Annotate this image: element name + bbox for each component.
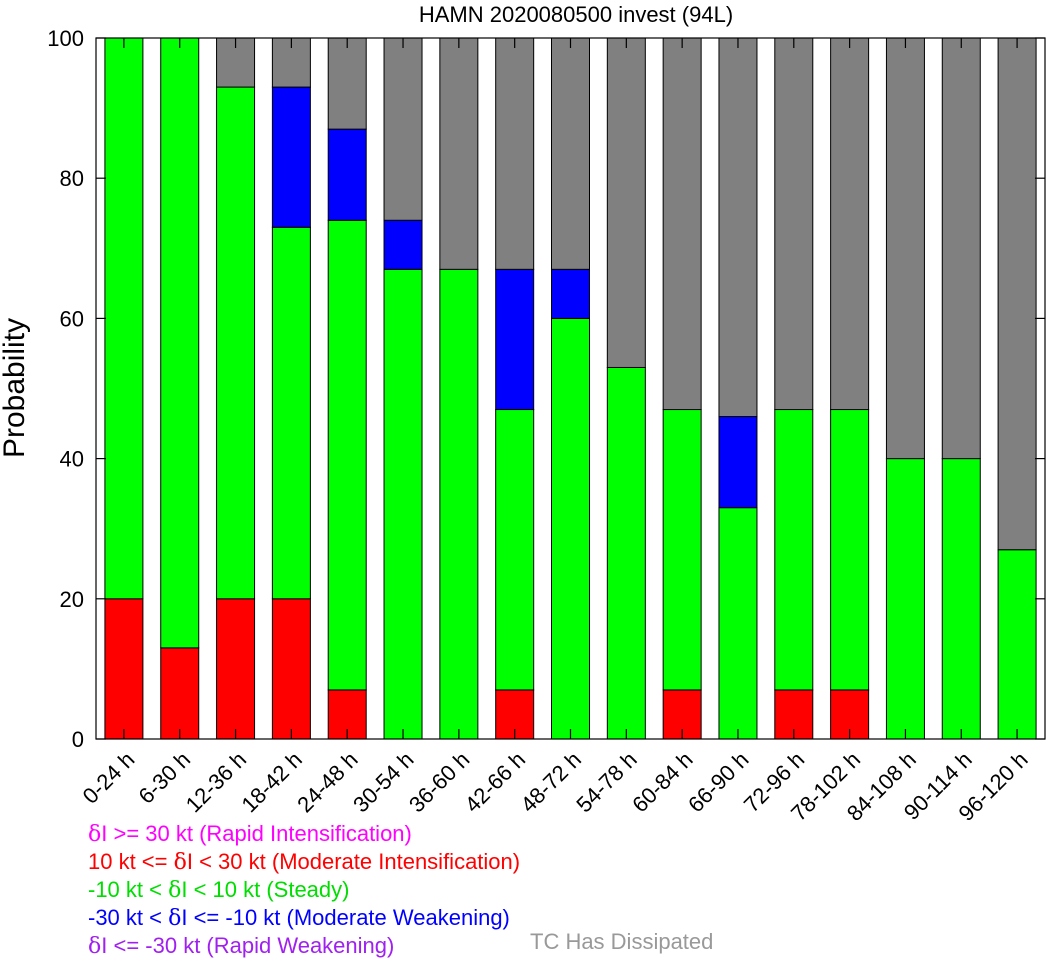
bar-segment-steady — [774, 409, 814, 691]
legend: δI >= 30 kt (Rapid Intensification) 10 k… — [88, 820, 1048, 960]
legend-prefix: 10 kt <= — [88, 849, 174, 874]
legend-delta-symbol: δ — [173, 850, 187, 875]
y-tick-label: 60 — [60, 306, 84, 331]
bar-segment-steady — [160, 37, 200, 649]
x-tick-label: 18-42 h — [236, 747, 306, 817]
x-tick-label: 0-24 h — [78, 747, 140, 809]
bar-segment-steady — [271, 226, 311, 600]
bar-segment-dissipated — [941, 37, 981, 460]
bar-segment-steady — [830, 409, 870, 691]
legend-text: I <= -10 kt (Moderate Weakening) — [181, 905, 510, 930]
bar-segment-dissipated — [885, 37, 925, 460]
y-axis: 0 20 40 60 80 100 — [47, 26, 1045, 752]
bar-segment-steady — [383, 268, 423, 740]
legend-item-dissipated: TC Has Dissipated — [530, 929, 714, 954]
x-tick-label: 30-54 h — [348, 747, 418, 817]
bar-segment-dissipated — [830, 37, 870, 411]
bar-segment-dissipated — [774, 37, 814, 411]
bar-segment-moderate-weakening — [327, 128, 367, 221]
x-tick-label: 66-90 h — [683, 747, 753, 817]
bar-segment-dissipated — [439, 37, 479, 270]
bar-segment-dissipated — [997, 37, 1037, 551]
bar-segment-steady — [606, 366, 646, 740]
chart-title: HAMN 2020080500 invest (94L) — [419, 2, 733, 27]
legend-delta-symbol: δ — [168, 906, 182, 931]
legend-item-rapid-intensification: δI >= 30 kt (Rapid Intensification) — [88, 820, 1048, 848]
bar-segment-dissipated — [606, 37, 646, 368]
bar-segment-steady — [997, 549, 1037, 740]
bar-segment-dissipated — [495, 37, 535, 270]
x-tick-label: 36-60 h — [404, 747, 474, 817]
bar-segment-steady — [216, 86, 256, 600]
legend-item-steady: -10 kt < δI < 10 kt (Steady) — [88, 876, 1048, 904]
bar-segment-moderate-weakening — [718, 416, 758, 509]
y-tick-label: 80 — [60, 166, 84, 191]
bar-segment-dissipated — [662, 37, 702, 411]
legend-prefix: -30 kt < — [88, 905, 169, 930]
chart: HAMN 2020080500 invest (94L) Probability… — [0, 2, 1046, 820]
bar-segment-steady — [495, 409, 535, 691]
bar-segment-steady — [885, 458, 925, 740]
y-tick-label: 100 — [47, 26, 84, 51]
y-tick-label: 40 — [60, 447, 84, 472]
bar-segment-steady — [662, 409, 702, 691]
bar-segment-dissipated — [718, 37, 758, 418]
x-tick-label: 24-48 h — [292, 747, 362, 817]
y-tick-label: 20 — [60, 587, 84, 612]
bar-segment-steady — [551, 317, 590, 740]
bar-segment-steady — [104, 37, 144, 600]
bar-segment-moderate-weakening — [383, 219, 423, 270]
x-tick-label: 48-72 h — [516, 747, 586, 817]
bars-group — [104, 37, 1037, 740]
legend-prefix: -10 kt < — [88, 877, 169, 902]
bar-segment-dissipated — [327, 37, 367, 130]
bar-segment-moderate-weakening — [495, 268, 535, 411]
legend-text: I >= 30 kt (Rapid Intensification) — [101, 821, 412, 846]
legend-delta-symbol: δ — [88, 934, 102, 959]
legend-text: I <= -30 kt (Rapid Weakening) — [101, 933, 395, 958]
x-tick-label: 54-78 h — [571, 747, 641, 817]
bar-segment-moderate-intensification — [160, 647, 200, 740]
bar-segment-dissipated — [551, 37, 590, 270]
y-tick-label: 0 — [72, 727, 84, 752]
x-tick-label: 60-84 h — [627, 747, 697, 817]
x-tick-label: 12-36 h — [181, 747, 251, 817]
bar-segment-moderate-intensification — [271, 598, 311, 740]
legend-delta-symbol: δ — [88, 822, 102, 847]
bar-segment-moderate-intensification — [216, 598, 256, 740]
bar-segment-moderate-weakening — [551, 268, 590, 319]
bar-segment-dissipated — [383, 37, 423, 221]
legend-item-rapid-weakening: δI <= -30 kt (Rapid Weakening) — [88, 932, 1048, 960]
legend-text: I < 10 kt (Steady) — [181, 877, 350, 902]
legend-item-moderate-weakening: -30 kt < δI <= -10 kt (Moderate Weakenin… — [88, 904, 1048, 932]
x-tick-label: 42-66 h — [460, 747, 530, 817]
legend-text: I < 30 kt (Moderate Intensification) — [186, 849, 521, 874]
legend-item-moderate-intensification: 10 kt <= δI < 30 kt (Moderate Intensific… — [88, 848, 1048, 876]
legend-delta-symbol: δ — [168, 878, 182, 903]
bar-segment-steady — [327, 219, 367, 691]
bar-segment-moderate-intensification — [104, 598, 144, 740]
bar-segment-steady — [941, 458, 981, 740]
bar-segment-steady — [718, 507, 758, 740]
bar-segment-moderate-weakening — [271, 86, 311, 228]
y-axis-label: Probability — [0, 318, 31, 458]
bar-segment-steady — [439, 268, 479, 740]
